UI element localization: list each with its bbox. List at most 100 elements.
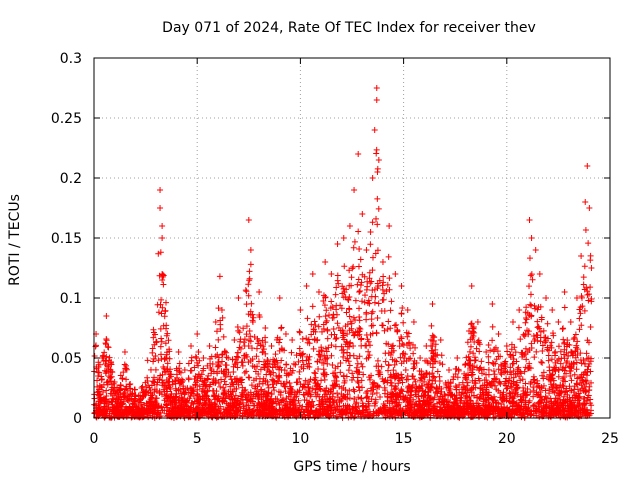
data-point-cloud bbox=[566, 341, 573, 348]
data-point-cloud bbox=[481, 382, 488, 389]
data-point-cloud bbox=[309, 385, 316, 392]
data-point-cloud bbox=[301, 409, 308, 416]
data-point-cloud bbox=[249, 345, 256, 352]
data-point-cloud bbox=[308, 331, 315, 338]
data-point-cloud bbox=[108, 361, 115, 368]
data-point-cloud bbox=[373, 215, 380, 222]
data-point-cloud bbox=[222, 381, 229, 388]
data-point-cloud bbox=[162, 340, 169, 347]
data-point-cloud bbox=[150, 358, 157, 365]
data-point-cloud bbox=[205, 372, 212, 379]
data-point-cloud bbox=[388, 298, 395, 305]
data-point-cloud bbox=[334, 320, 341, 327]
data-point-cloud bbox=[367, 241, 374, 248]
data-point-cloud bbox=[117, 372, 124, 379]
data-point-cloud bbox=[273, 373, 280, 380]
data-point-cloud bbox=[374, 165, 381, 172]
data-point-cloud bbox=[413, 385, 420, 392]
data-point-cloud bbox=[464, 382, 471, 389]
data-point-cloud bbox=[139, 383, 146, 390]
y-tick-label: 0 bbox=[73, 411, 82, 427]
data-point-cloud bbox=[322, 387, 329, 394]
data-point-cloud bbox=[361, 299, 368, 306]
data-point-cloud bbox=[257, 366, 264, 373]
data-point-cloud bbox=[321, 352, 328, 359]
data-point-cloud bbox=[150, 355, 157, 362]
data-point-cloud bbox=[517, 377, 524, 384]
data-point-cloud bbox=[391, 322, 398, 329]
data-point-cloud bbox=[158, 335, 165, 342]
data-point-cloud bbox=[150, 329, 157, 336]
data-point-cloud bbox=[358, 298, 365, 305]
data-point-cloud bbox=[581, 360, 588, 367]
data-point-cloud bbox=[429, 332, 436, 339]
data-point-cloud bbox=[570, 336, 577, 343]
y-tick-label: 0.15 bbox=[51, 231, 82, 247]
data-point-cloud bbox=[362, 292, 369, 299]
data-point-cloud bbox=[418, 374, 425, 381]
data-point-cloud bbox=[587, 323, 594, 330]
data-point-cloud bbox=[550, 332, 557, 339]
data-point-cloud bbox=[348, 274, 355, 281]
data-point-cloud bbox=[489, 378, 496, 385]
data-point-cloud bbox=[345, 297, 352, 304]
data-point-cloud bbox=[346, 327, 353, 334]
data-point-cloud bbox=[531, 354, 538, 361]
data-point-cloud bbox=[567, 367, 574, 374]
data-point-cloud bbox=[158, 310, 165, 317]
data-point-cloud bbox=[418, 375, 425, 382]
data-point-cloud bbox=[540, 369, 547, 376]
data-point-cloud bbox=[539, 372, 546, 379]
data-point-cloud bbox=[356, 289, 363, 296]
data-point-cloud bbox=[106, 354, 113, 361]
data-point-cloud bbox=[574, 375, 581, 382]
data-point-cloud bbox=[412, 400, 419, 407]
data-point-cloud bbox=[220, 384, 227, 391]
x-tick-label: 10 bbox=[291, 431, 309, 447]
y-tick-label: 0.3 bbox=[60, 51, 82, 67]
data-point-cloud bbox=[329, 362, 336, 369]
data-point-cloud bbox=[315, 323, 322, 330]
data-point-cloud bbox=[387, 307, 394, 314]
data-point-cloud bbox=[356, 353, 363, 360]
data-point-cloud bbox=[558, 355, 565, 362]
data-point-cloud bbox=[236, 329, 243, 336]
data-point-cloud bbox=[281, 402, 288, 409]
data-point-cloud bbox=[260, 346, 267, 353]
data-point-cloud bbox=[580, 395, 587, 402]
data-point-cloud bbox=[292, 361, 299, 368]
data-point-cloud bbox=[337, 360, 344, 367]
data-point-cloud bbox=[230, 368, 237, 375]
data-point-cloud bbox=[350, 263, 357, 270]
data-point-cloud bbox=[583, 284, 590, 291]
data-point-cloud bbox=[332, 336, 339, 343]
x-tick-label: 15 bbox=[395, 431, 413, 447]
data-point-cloud bbox=[468, 372, 475, 379]
data-point-cloud bbox=[304, 315, 311, 322]
data-point-cloud bbox=[344, 355, 351, 362]
data-point-cloud bbox=[393, 358, 400, 365]
data-point-cloud bbox=[158, 338, 165, 345]
data-point-cloud bbox=[344, 391, 351, 398]
data-point-cloud bbox=[411, 364, 418, 371]
data-point-cloud bbox=[241, 387, 248, 394]
data-point-cloud bbox=[273, 400, 280, 407]
data-point-cloud bbox=[365, 297, 372, 304]
data-point-cloud bbox=[581, 263, 588, 270]
data-point-cloud bbox=[353, 399, 360, 406]
data-point-cloud bbox=[363, 331, 370, 338]
data-point-cloud bbox=[374, 357, 381, 364]
data-point-cloud bbox=[411, 401, 418, 408]
data-point-cloud bbox=[489, 337, 496, 344]
data-point-cloud bbox=[103, 387, 110, 394]
data-point-cloud bbox=[373, 150, 380, 157]
data-point-cloud bbox=[333, 335, 340, 342]
data-point-cloud bbox=[211, 392, 218, 399]
data-point-cloud bbox=[470, 392, 477, 399]
data-point-cloud bbox=[264, 381, 271, 388]
data-point-cloud bbox=[526, 255, 533, 262]
data-point-cloud bbox=[467, 397, 474, 404]
data-point-cloud bbox=[584, 288, 591, 295]
data-point-cloud bbox=[290, 360, 297, 367]
data-point-cloud bbox=[340, 294, 347, 301]
